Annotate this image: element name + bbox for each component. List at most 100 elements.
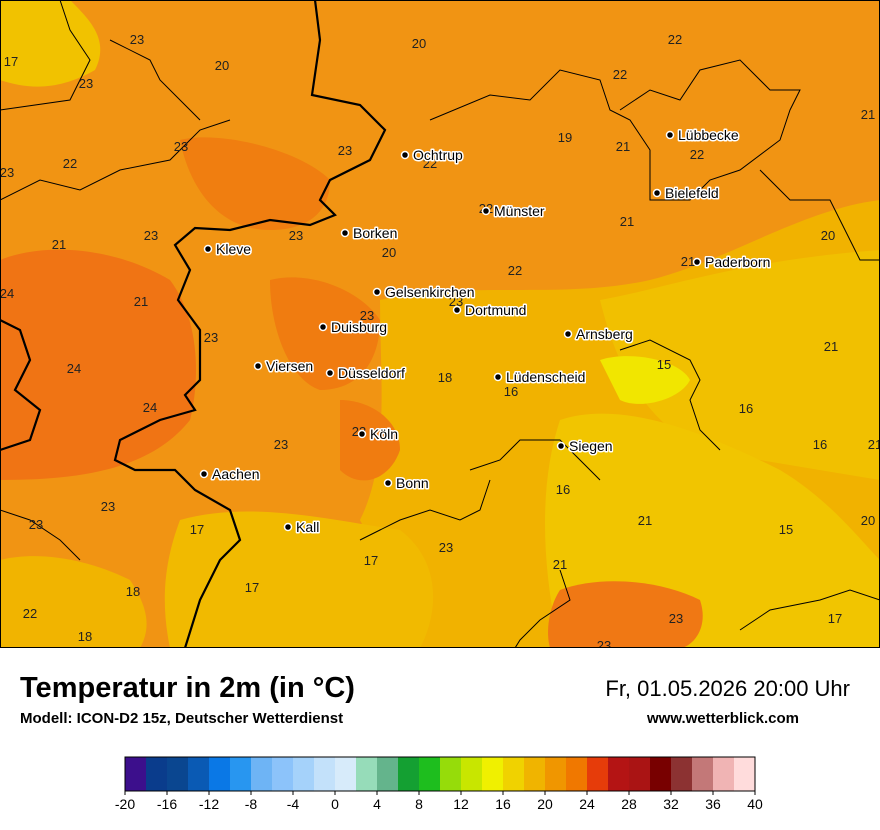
national-border — [0, 0, 91, 111]
temperature-value: 23 — [289, 228, 303, 243]
temperature-value: 21 — [638, 513, 652, 528]
city-label: Arnsberg — [576, 326, 633, 342]
city-marker: Dortmund — [452, 301, 528, 320]
legend-swatch — [650, 757, 672, 791]
city-dot — [253, 361, 263, 371]
temperature-value: 17 — [4, 54, 18, 69]
temperature-value: 20 — [821, 228, 835, 243]
temperature-value: 23 — [130, 32, 144, 47]
legend-swatch — [524, 757, 546, 791]
temperature-value: 20 — [861, 513, 875, 528]
temperature-value: 23 — [338, 143, 352, 158]
state-border — [359, 479, 491, 541]
temperature-value: 23 — [174, 139, 188, 154]
temperature-value: 21 — [620, 214, 634, 229]
legend-swatch — [608, 757, 630, 791]
city-marker: Kleve — [203, 240, 253, 259]
city-marker: Düsseldorf — [325, 364, 407, 383]
legend-tick-label: 20 — [537, 796, 553, 812]
city-label: Bonn — [396, 475, 429, 491]
temperature-value: 21 — [824, 339, 838, 354]
legend-swatch — [188, 757, 210, 791]
forecast-datetime: Fr, 01.05.2026 20:00 Uhr — [605, 676, 850, 701]
temperature-value: 21 — [681, 254, 695, 269]
temperature-value: 22 — [613, 67, 627, 82]
temperature-zones — [0, 0, 880, 648]
legend-tick-label: -20 — [115, 796, 135, 812]
legend-swatch — [545, 757, 567, 791]
legend-swatch — [503, 757, 525, 791]
city-label: Duisburg — [331, 319, 387, 335]
city-label: Gelsenkirchen — [385, 284, 475, 300]
city-marker: Münster — [481, 202, 546, 221]
temperature-value: 20 — [215, 58, 229, 73]
city-label: Bielefeld — [665, 185, 719, 201]
national-border — [0, 119, 231, 201]
legend-swatch — [587, 757, 609, 791]
website-link[interactable]: www.wetterblick.com — [647, 710, 799, 727]
legend-swatch — [692, 757, 714, 791]
temperature-value: 21 — [52, 237, 66, 252]
national-border — [113, 0, 387, 648]
temperature-value: 16 — [813, 437, 827, 452]
state-border — [739, 589, 880, 631]
state-border — [619, 339, 721, 451]
temperature-value: 23 — [669, 611, 683, 626]
legend-swatch — [419, 757, 441, 791]
city-dot — [203, 244, 213, 254]
city-label: Lübbecke — [678, 127, 739, 143]
city-dot — [665, 130, 675, 140]
temperature-value: 24 — [143, 400, 157, 415]
temperature-value: 18 — [78, 629, 92, 644]
city-marker: Paderborn — [692, 253, 772, 272]
legend-swatch — [440, 757, 462, 791]
temperature-value: 22 — [668, 32, 682, 47]
temperature-value: 22 — [63, 156, 77, 171]
city-dot — [563, 329, 573, 339]
temperature-value: 23 — [360, 308, 374, 323]
temperature-value: 17 — [828, 611, 842, 626]
temperature-value: 24 — [67, 361, 81, 376]
legend-tick-label: 12 — [453, 796, 469, 812]
temperature-value: 15 — [657, 357, 671, 372]
legend-tick-label: -16 — [157, 796, 177, 812]
city-marker: Köln — [357, 425, 400, 444]
temperature-value: 20 — [382, 245, 396, 260]
legend-tick-label: 0 — [331, 796, 339, 812]
city-marker: Siegen — [556, 437, 614, 456]
legend-frame — [124, 756, 756, 792]
temperature-value: 19 — [558, 130, 572, 145]
legend-tick-labels: -20 -16 -12 -8 -4 0 4 8 12 16 20 24 28 32 36 40 — [115, 791, 763, 812]
city-marker: Borken — [340, 224, 399, 243]
city-label: Aachen — [212, 466, 259, 482]
temperature-value: 18 — [438, 370, 452, 385]
temperature-value: 22 — [423, 156, 437, 171]
legend-swatch — [230, 757, 252, 791]
temperature-value: 23 — [101, 499, 115, 514]
city-dot — [199, 469, 209, 479]
borders — [0, 0, 880, 648]
city-label: Paderborn — [705, 254, 770, 270]
city-label: Düsseldorf — [338, 365, 405, 381]
state-border — [0, 509, 81, 561]
city-marker: Viersen — [253, 357, 315, 376]
city-dot — [357, 429, 367, 439]
city-dot — [400, 150, 410, 160]
temperature-value: 15 — [779, 522, 793, 537]
temperature-value: 23 — [0, 165, 14, 180]
legend-swatch — [377, 757, 399, 791]
city-dot — [556, 441, 566, 451]
legend-swatch — [314, 757, 336, 791]
legend-swatch — [671, 757, 693, 791]
temperature-value: 21 — [868, 437, 880, 452]
city-marker: Bielefeld — [652, 184, 720, 203]
map-title: Temperatur in 2m (in °C) — [20, 672, 355, 704]
legend-swatch — [125, 757, 147, 791]
temperature-value: 21 — [134, 294, 148, 309]
legend-tick-label: 16 — [495, 796, 511, 812]
city-marker: Bonn — [383, 474, 430, 493]
legend-swatches — [124, 756, 756, 792]
legend-swatch — [293, 757, 315, 791]
legend-tick-label: 24 — [579, 796, 595, 812]
temperature-value: 21 — [616, 139, 630, 154]
